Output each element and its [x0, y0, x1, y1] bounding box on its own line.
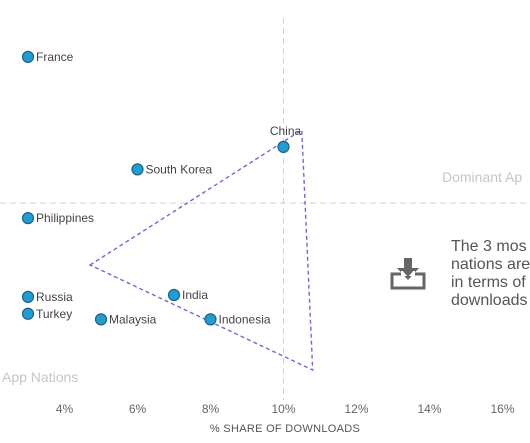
point-indonesia [204, 313, 217, 326]
point-china [277, 140, 290, 153]
x-axis-ticks: 4% 6% 8% 10% 12% 14% 16% [56, 402, 515, 416]
point-label-indonesia: Indonesia [219, 312, 271, 326]
point-india [167, 288, 181, 302]
point-label-south-korea: South Korea [146, 162, 213, 176]
point-label-france: France [36, 50, 74, 64]
x-tick-label: 10% [271, 402, 295, 416]
annotation-line: nations are [451, 256, 530, 273]
point-label-india: India [182, 288, 208, 302]
annotation-line: downloads [451, 292, 528, 309]
x-tick-label: 14% [417, 402, 441, 416]
point-france [21, 50, 35, 63]
x-tick-label: 12% [344, 402, 368, 416]
quadrant-label-dominant: Dominant Ap [442, 169, 522, 185]
point-turkey [21, 307, 35, 320]
point-malaysia [94, 313, 108, 326]
point-philippines [21, 212, 35, 225]
download-icon [390, 258, 426, 290]
highlight-triangle [88, 128, 314, 372]
x-tick-label: 4% [56, 402, 74, 416]
point-label-russia: Russia [36, 290, 73, 304]
x-axis-title: % SHARE OF DOWNLOADS [210, 423, 360, 435]
x-tick-label: 6% [129, 402, 147, 416]
data-points: France China South Korea Philippines Russia T… [21, 50, 302, 326]
x-tick-label: 16% [490, 402, 514, 416]
point-label-malaysia: Malaysia [109, 312, 157, 326]
point-russia [21, 290, 35, 303]
annotation-line: The 3 mos [451, 238, 527, 255]
quadrant-label-app-nations: App Nations [2, 369, 78, 385]
point-label-china: China [270, 124, 302, 138]
point-label-philippines: Philippines [36, 211, 94, 225]
x-tick-label: 8% [202, 402, 220, 416]
point-label-turkey: Turkey [36, 307, 72, 321]
point-south-korea [131, 163, 144, 176]
annotation-line: in terms of [451, 274, 526, 291]
